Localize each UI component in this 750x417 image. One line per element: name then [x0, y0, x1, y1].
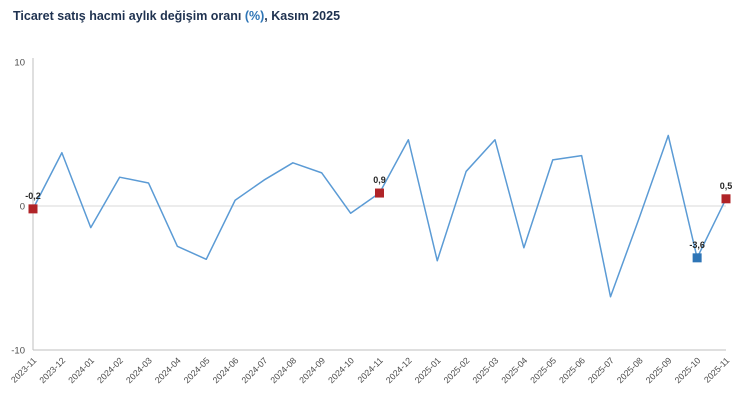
- page-title-period: , Kasım 2025: [264, 9, 341, 23]
- x-tick-label: 2024-07: [240, 355, 270, 385]
- data-label: -0,2: [25, 191, 41, 201]
- x-tick-label: 2025-08: [615, 355, 645, 385]
- data-label: 0,9: [373, 175, 386, 185]
- x-tick-label: 2025-10: [673, 355, 703, 385]
- x-tick-label: 2025-11: [702, 355, 732, 385]
- x-tick-label: 2025-07: [586, 355, 616, 385]
- x-tick-label: 2025-04: [499, 355, 529, 385]
- series-line: [32, 134, 727, 298]
- highlight-marker: [375, 188, 384, 198]
- x-tick-label: 2024-09: [297, 355, 327, 385]
- x-tick-label: 2025-03: [471, 355, 501, 385]
- x-tick-label: 2024-11: [355, 355, 385, 385]
- x-tick-label: 2023-11: [9, 355, 39, 385]
- x-tick-label: 2024-08: [268, 355, 298, 385]
- page-title: Ticaret satış hacmi aylık değişim oranı …: [13, 9, 340, 23]
- x-tick-label: 2024-03: [124, 355, 154, 385]
- highlight-marker: [692, 253, 702, 263]
- x-tick-label: 2025-02: [442, 355, 472, 385]
- x-tick-label: 2024-02: [95, 355, 125, 385]
- x-tick-label: 2024-01: [66, 355, 96, 385]
- x-tick-label: 2024-04: [153, 355, 183, 385]
- highlight-marker: [721, 194, 731, 204]
- page-title-main: Ticaret satış hacmi aylık değişim oranı: [13, 9, 245, 23]
- x-tick-label: 2025-01: [413, 355, 443, 385]
- data-label: -3,6: [689, 240, 705, 250]
- x-tick-label: 2024-06: [211, 355, 241, 385]
- data-label: 0,5: [720, 181, 733, 191]
- y-tick-label: -10: [11, 346, 25, 357]
- x-tick-label: 2024-05: [182, 355, 212, 385]
- y-tick-label: 10: [14, 58, 25, 69]
- x-tick-label: 2025-09: [644, 355, 674, 385]
- highlight-marker: [28, 204, 38, 214]
- x-tick-label: 2024-10: [326, 355, 356, 385]
- page-title-percent: (%): [244, 9, 265, 23]
- x-tick-label: 2025-06: [557, 355, 587, 385]
- x-tick-label: 2023-12: [37, 355, 67, 385]
- x-tick-label: 2024-12: [384, 355, 414, 385]
- y-tick-label: 0: [20, 202, 25, 213]
- x-tick-label: 2025-05: [528, 355, 558, 385]
